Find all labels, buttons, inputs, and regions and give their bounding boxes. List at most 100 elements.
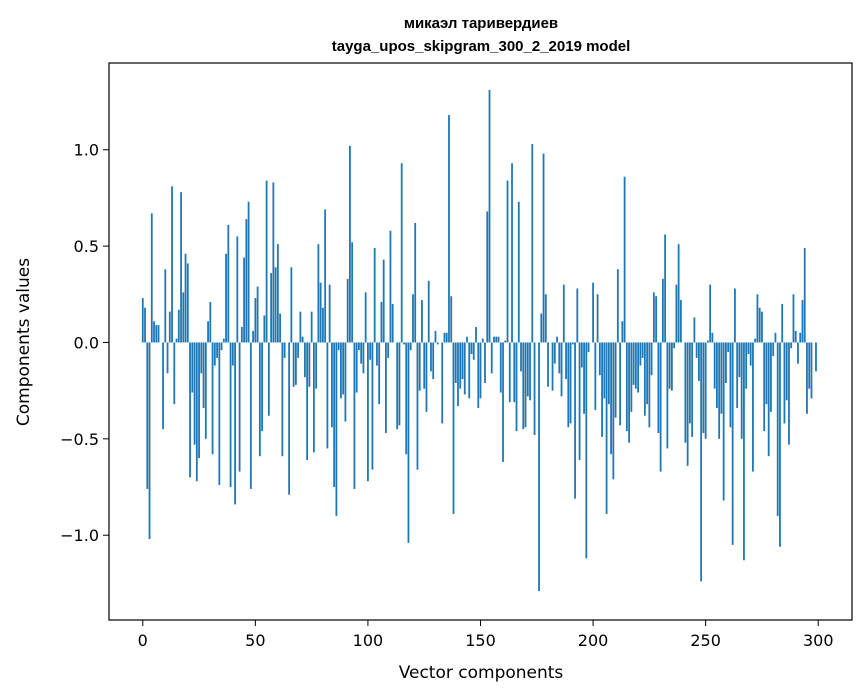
bar <box>258 342 261 457</box>
bar <box>337 342 340 351</box>
bar <box>290 267 293 343</box>
x-tick-label: 300 <box>803 631 834 650</box>
bar <box>261 342 263 432</box>
bar <box>378 342 381 405</box>
bar <box>412 294 414 343</box>
bar <box>781 303 784 343</box>
bar <box>470 342 473 355</box>
bar <box>639 342 642 366</box>
bar <box>475 327 477 343</box>
bar <box>504 340 507 343</box>
bar <box>452 342 455 514</box>
bar <box>513 342 516 403</box>
bar <box>623 176 626 343</box>
bar <box>425 342 428 412</box>
bar <box>355 342 358 393</box>
bar <box>788 342 790 445</box>
bar <box>806 342 808 414</box>
bar <box>436 342 439 345</box>
bar <box>628 342 630 443</box>
bar <box>729 342 732 428</box>
bar <box>774 332 777 343</box>
bar <box>434 330 437 343</box>
bar <box>677 244 680 343</box>
bar <box>716 342 718 408</box>
bar <box>306 342 309 461</box>
bar <box>612 342 615 480</box>
bar <box>353 342 356 489</box>
bar <box>162 342 164 430</box>
bar <box>216 342 218 358</box>
bar <box>328 284 331 343</box>
bar <box>783 342 786 424</box>
bar <box>551 342 554 391</box>
bar <box>515 342 518 432</box>
bar <box>180 192 182 343</box>
bar <box>340 342 342 399</box>
bar <box>396 342 399 430</box>
bar <box>747 342 750 355</box>
bar <box>556 336 558 343</box>
bar <box>531 143 534 343</box>
bar <box>652 292 655 343</box>
bar <box>168 311 171 343</box>
bar <box>725 342 727 383</box>
bar <box>808 342 811 389</box>
bar <box>310 311 313 343</box>
bar <box>567 342 570 428</box>
bar <box>752 342 754 472</box>
bar <box>661 278 664 343</box>
bar <box>238 342 241 472</box>
bar <box>461 342 464 380</box>
bar <box>362 342 365 374</box>
bar <box>387 342 390 358</box>
bar <box>630 342 633 412</box>
bar <box>245 219 248 343</box>
bar <box>153 321 155 343</box>
bar <box>191 342 194 393</box>
bar <box>220 342 223 351</box>
bar <box>463 342 466 395</box>
y-axis-label: Components values <box>14 258 34 426</box>
bar <box>247 201 250 343</box>
bar <box>450 296 453 343</box>
bar <box>587 342 590 353</box>
bar <box>418 342 421 391</box>
bar <box>698 342 700 382</box>
bar <box>779 342 781 547</box>
bar <box>776 342 779 516</box>
bar <box>727 342 730 353</box>
bar <box>506 180 509 343</box>
bar <box>592 282 594 343</box>
bar <box>693 317 696 343</box>
bar <box>772 342 775 356</box>
bar <box>457 342 459 407</box>
bar <box>409 342 412 351</box>
bar <box>616 269 619 343</box>
bar <box>526 342 529 397</box>
bar <box>709 284 712 343</box>
bar <box>547 342 549 387</box>
bar <box>605 342 608 514</box>
bar <box>562 284 565 343</box>
bar <box>445 332 448 343</box>
bar <box>389 230 392 343</box>
bar <box>141 298 144 343</box>
bar <box>594 342 597 410</box>
bar <box>279 313 282 343</box>
chart-subtitle: tayga_upos_skipgram_300_2_2019 model <box>332 38 631 55</box>
bar <box>281 342 284 457</box>
bar <box>276 244 279 343</box>
bar <box>502 342 504 462</box>
bar <box>200 342 203 374</box>
bar <box>335 342 338 516</box>
x-tick-label: 150 <box>465 631 496 650</box>
bar <box>265 180 268 343</box>
bar <box>688 342 691 424</box>
bar <box>209 301 212 343</box>
bar <box>292 342 295 387</box>
bar <box>686 342 689 466</box>
bar <box>722 342 725 501</box>
x-axis-label: Vector components <box>399 663 564 683</box>
bar <box>299 311 302 343</box>
